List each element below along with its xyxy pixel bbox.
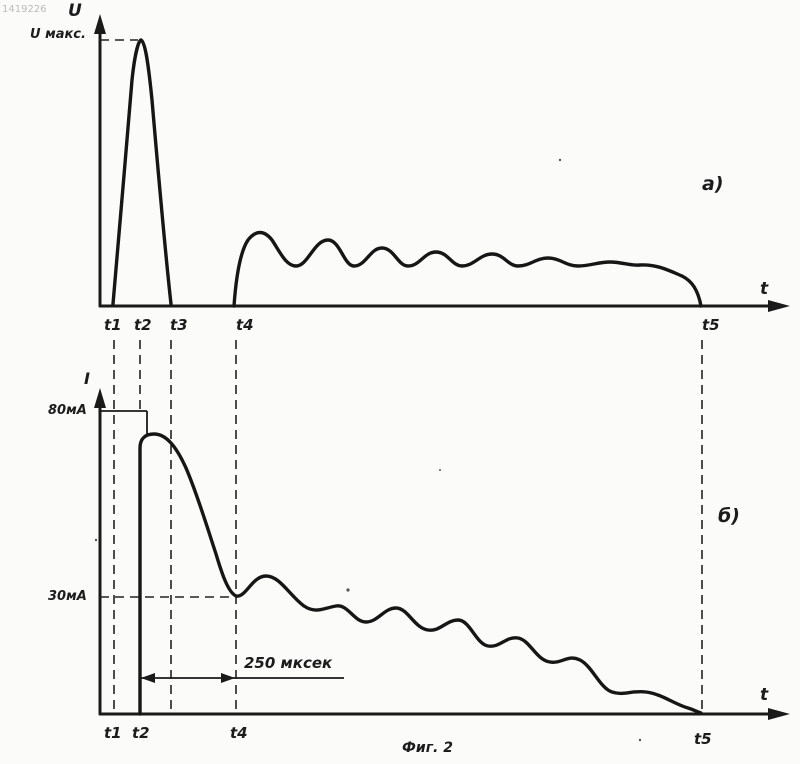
- t-axis-top-label: t: [760, 279, 769, 299]
- panel-b-label: б): [718, 505, 740, 527]
- i-axis-label: I: [84, 369, 90, 388]
- duration-label: 250 мксек: [244, 654, 333, 672]
- t-axis-bottom-arrow: [768, 708, 790, 720]
- speck: [95, 539, 97, 541]
- watermark-text: 1419226: [2, 4, 47, 15]
- bottom-plot: 250 мксек I 80мА 30мА t б) t1 t2 t4 t5: [48, 369, 790, 748]
- duration-arrow-left: [141, 673, 155, 683]
- t2-label-top: t2: [134, 316, 152, 334]
- current-curve: [140, 434, 701, 714]
- voltage-sustain-curve: [234, 233, 701, 307]
- speck: [439, 469, 441, 471]
- t-axis-top-arrow: [768, 300, 790, 312]
- projection-lines: [114, 340, 702, 712]
- t3-label-top: t3: [170, 316, 188, 334]
- t-axis-bottom-label: t: [760, 685, 769, 705]
- umax-label: U макс.: [30, 27, 86, 42]
- t1-label-bottom: t1: [104, 724, 122, 742]
- t4-label-bottom: t4: [230, 724, 248, 742]
- voltage-pulse-curve: [113, 40, 171, 304]
- u-axis-arrow: [94, 14, 106, 34]
- t1-label-top: t1: [104, 316, 122, 334]
- duration-arrow-right: [221, 673, 235, 683]
- t4-label-top: t4: [236, 316, 254, 334]
- t5-label-top: t5: [702, 316, 720, 334]
- speck: [639, 739, 641, 741]
- tick-80ma-label: 80мА: [48, 403, 87, 418]
- speck: [346, 588, 349, 591]
- t5-label-bottom: t5: [694, 730, 712, 748]
- tick-30ma-label: 30мА: [48, 589, 87, 604]
- figure-caption: Фиг. 2: [402, 740, 453, 756]
- speck: [559, 159, 561, 161]
- top-plot: U U макс. t а) t1 t2 t3 t4 t5: [30, 1, 790, 334]
- t2-label-bottom: t2: [132, 724, 150, 742]
- panel-a-label: а): [702, 173, 724, 195]
- i-axis-arrow: [94, 388, 106, 408]
- u-axis-label: U: [68, 1, 82, 21]
